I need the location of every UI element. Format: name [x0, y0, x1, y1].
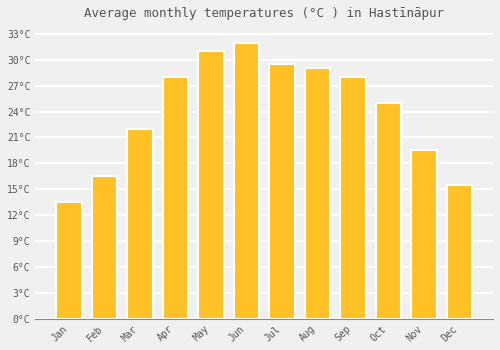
Title: Average monthly temperatures (°C ) in Hastīnāpur: Average monthly temperatures (°C ) in Ha…	[84, 7, 444, 20]
Bar	[127, 129, 152, 318]
Bar	[56, 202, 82, 318]
Bar	[446, 185, 472, 318]
Bar	[376, 103, 401, 318]
Bar	[198, 51, 224, 318]
Bar	[304, 68, 330, 318]
Bar	[269, 64, 294, 319]
Bar	[340, 77, 365, 318]
Bar	[411, 150, 436, 318]
Bar	[234, 43, 259, 318]
Bar	[92, 176, 117, 318]
Bar	[162, 77, 188, 318]
